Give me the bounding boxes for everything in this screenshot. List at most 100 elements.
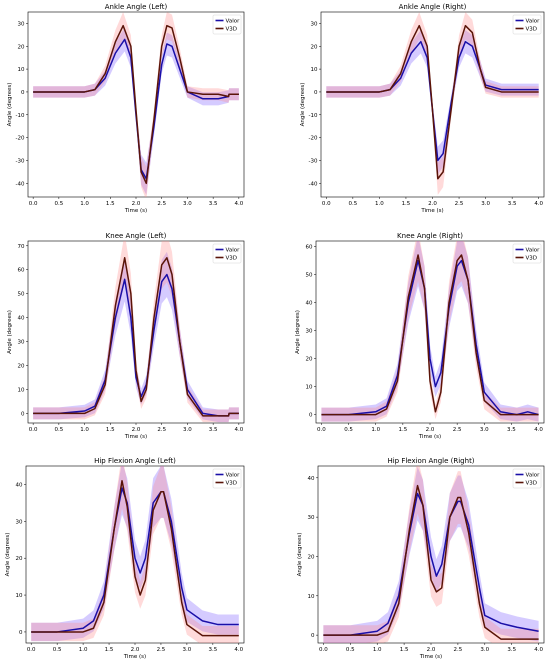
series-layer: [31, 466, 239, 643]
y-tick-label: 10: [16, 593, 23, 599]
x-tick-label: 2.5: [453, 427, 462, 433]
x-tick-label: 3.0: [183, 427, 192, 433]
y-tick-label: 0: [19, 630, 23, 636]
x-tick-label: 0.5: [53, 647, 62, 653]
chart-title: Knee Angle (Right): [397, 232, 463, 240]
x-tick-label: 2.5: [454, 647, 463, 653]
plot-frame: [315, 240, 545, 424]
x-tick-label: 1.5: [106, 427, 115, 433]
y-tick-label: 40: [18, 316, 25, 322]
panel-5: Hip Flexion Angle (Left) 0.0 0.5 1.0 1.5 2.0 2…: [5, 457, 245, 660]
x-tick-label: 1.5: [105, 647, 114, 653]
legend-label: V3D: [226, 256, 238, 262]
y-tick-label: 10: [306, 385, 313, 391]
x-tick-label: 1.5: [106, 201, 115, 207]
y-tick-label: 30: [18, 21, 25, 27]
x-tick-label: 2.0: [426, 427, 435, 433]
y-tick-label: -20: [309, 136, 318, 142]
x-tick-label: 1.0: [80, 427, 89, 433]
x-axis-label: Time (s): [124, 434, 147, 440]
legend-label: Valor: [226, 473, 241, 479]
y-tick-label: 20: [18, 364, 25, 370]
band-v3d: [31, 466, 239, 643]
y-tick-label: 30: [308, 515, 315, 521]
y-tick-label: 20: [308, 554, 315, 560]
x-axis-label: Time (s): [419, 654, 442, 660]
legend-label: Valor: [526, 19, 541, 25]
x-tick-label: 4.0: [534, 427, 543, 433]
y-tick-label: 40: [16, 482, 23, 488]
x-tick-label: 3.5: [209, 427, 218, 433]
series-layer: [321, 241, 539, 422]
legend: Valor V3D: [212, 243, 242, 264]
series-layer: [33, 12, 239, 197]
y-tick-label: 30: [311, 21, 318, 27]
y-tick-label: 50: [18, 292, 25, 298]
x-tick-label: 0.0: [27, 647, 36, 653]
x-axis-label: Time (s): [124, 208, 147, 214]
y-tick-label: 30: [306, 329, 313, 335]
x-tick-label: 0.5: [344, 427, 353, 433]
x-tick-label: 4.0: [234, 647, 243, 653]
legend-label: V3D: [226, 481, 238, 487]
y-tick-label: -10: [16, 113, 25, 119]
x-tick-label: 4.0: [534, 647, 543, 653]
x-tick-label: 0.5: [54, 201, 63, 207]
series-line-valor: [31, 487, 239, 633]
panel-6: Hip Flexion Angle (Right) 0.0 0.5 1.0 1.5 2.0…: [297, 457, 545, 660]
x-tick-label: 3.5: [507, 427, 516, 433]
y-tick-label: 0: [21, 411, 25, 417]
x-tick-label: 0.5: [348, 201, 357, 207]
x-tick-label: 3.0: [183, 201, 192, 207]
x-tick-label: 4.0: [534, 201, 543, 207]
chart-title: Knee Angle (Left): [106, 232, 167, 240]
x-tick-label: 2.5: [157, 427, 166, 433]
y-axis-label: Angle (degrees): [300, 83, 306, 127]
y-tick-label: 0: [21, 90, 25, 96]
y-axis-label: Angle (degrees): [7, 83, 13, 127]
y-tick-label: 40: [308, 476, 315, 482]
series-line-valor: [321, 259, 539, 416]
x-tick-label: 4.0: [234, 201, 243, 207]
y-tick-label: -40: [16, 181, 25, 187]
x-axis-label: Time (s): [123, 654, 146, 660]
x-tick-label: 2.5: [157, 201, 166, 207]
y-tick-label: 30: [16, 519, 23, 525]
chart-title: Ankle Angle (Left): [105, 3, 168, 11]
y-axis-label: Angle (degrees): [7, 310, 13, 354]
y-tick-label: 60: [18, 268, 25, 274]
x-tick-label: 3.0: [481, 201, 490, 207]
x-tick-label: 0.0: [317, 427, 326, 433]
series-line-v3d: [326, 24, 539, 180]
x-tick-label: 1.0: [371, 427, 380, 433]
x-tick-label: 2.0: [132, 427, 141, 433]
legend-label: V3D: [526, 256, 538, 262]
series-line-valor: [323, 492, 539, 636]
y-tick-label: 70: [18, 244, 25, 250]
series-line-v3d: [33, 24, 239, 185]
legend-label: V3D: [526, 27, 538, 33]
x-axis-label: Time (s): [420, 208, 443, 214]
x-tick-label: 2.0: [427, 647, 436, 653]
band-v3d: [323, 466, 539, 643]
legend: Valor V3D: [512, 468, 542, 489]
y-tick-label: 10: [308, 594, 315, 600]
x-tick-label: 1.5: [402, 201, 411, 207]
y-tick-label: 20: [311, 44, 318, 50]
y-tick-label: 10: [18, 387, 25, 393]
x-tick-label: 2.5: [157, 647, 166, 653]
x-tick-label: 0.5: [54, 427, 63, 433]
x-tick-label: 1.5: [400, 647, 409, 653]
series-line-v3d: [33, 257, 239, 417]
y-tick-label: -20: [16, 136, 25, 142]
legend: Valor V3D: [212, 14, 242, 35]
y-tick-label: 10: [18, 67, 25, 73]
x-tick-label: 0.0: [322, 201, 331, 207]
y-tick-label: 40: [306, 301, 313, 307]
legend: Valor V3D: [512, 243, 542, 264]
series-layer: [326, 12, 539, 195]
panel-4: Knee Angle (Right) 0.0 0.5 1.0 1.5 2.0 2.5 3.0 3…: [295, 232, 545, 440]
y-tick-label: 30: [18, 340, 25, 346]
y-tick-label: 0: [314, 90, 318, 96]
